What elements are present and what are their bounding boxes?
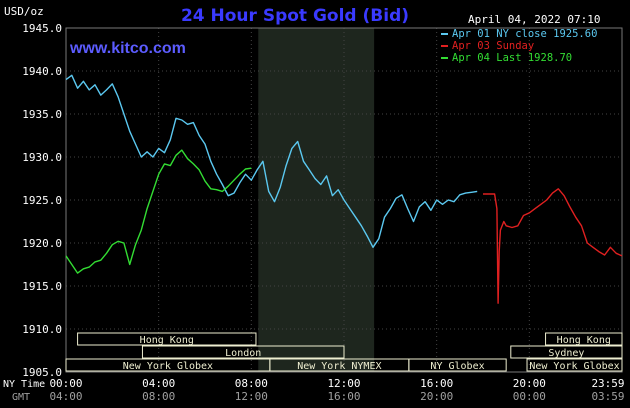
x-tick-ny: 12:00 <box>327 377 360 390</box>
x-tick-ny: 04:00 <box>142 377 175 390</box>
timestamp: April 04, 2022 07:10 <box>468 13 600 26</box>
chart-title: 24 Hour Spot Gold (Bid) <box>181 6 409 26</box>
session-label: London <box>225 348 261 359</box>
x-tick-ny: 08:00 <box>235 377 268 390</box>
session-bars: Hong Kong Hong Kong London Sydney New York G… <box>65 332 623 372</box>
y-tick-label: 1910.0 <box>22 323 62 336</box>
session-label: New York NYMEX <box>297 361 381 372</box>
session-bar <box>510 345 623 359</box>
x-tick-gmt: 16:00 <box>327 390 360 403</box>
x-tick-ny: 20:00 <box>513 377 546 390</box>
session-bar <box>545 332 623 346</box>
session-bar <box>526 358 623 372</box>
series-line-0 <box>65 74 478 249</box>
y-tick-label: 1945.0 <box>22 22 62 35</box>
session-label: NY Globex <box>430 361 484 372</box>
y-tick-label: 1920.0 <box>22 237 62 250</box>
y-axis-ticks: 1945.0 1940.0 1935.0 1930.0 1925.0 1920.0 1915… <box>22 22 62 379</box>
website-label: www.kitco.com <box>69 40 186 57</box>
session-label: Hong Kong <box>557 335 611 346</box>
x-tick-gmt: 20:00 <box>420 390 453 403</box>
session-label: Hong Kong <box>140 335 194 346</box>
x-tick-gmt: 00:00 <box>513 390 546 403</box>
y-tick-label: 1905.0 <box>22 366 62 379</box>
legend-label: Apr 03 Sunday <box>452 40 534 52</box>
session-label: New York Globex <box>529 361 619 372</box>
series-line-1 <box>483 188 623 304</box>
plot-border <box>65 27 623 373</box>
session-label: New York Globex <box>123 361 213 372</box>
units-label: USD/oz <box>4 5 44 18</box>
session-label: Sydney <box>548 348 584 359</box>
x-label-ny: NY Time <box>3 379 45 390</box>
session-bar <box>408 358 507 372</box>
y-tick-label: 1925.0 <box>22 194 62 207</box>
legend-label: Apr 01 NY close 1925.60 <box>452 28 597 40</box>
x-axis: NY Time GMT 00:0004:0004:0008:0008:0012:… <box>3 377 625 403</box>
y-tick-label: 1915.0 <box>22 280 62 293</box>
session-bar <box>141 345 345 359</box>
y-tick-label: 1935.0 <box>22 108 62 121</box>
series-line-2 <box>65 149 252 274</box>
x-label-gmt: GMT <box>12 392 30 403</box>
x-tick-gmt: 12:00 <box>235 390 268 403</box>
legend-label: Apr 04 Last 1928.70 <box>452 52 572 64</box>
x-tick-ny: 23:59 <box>591 377 624 390</box>
x-tick-gmt: 03:59 <box>591 390 624 403</box>
x-tick-ny: 16:00 <box>420 377 453 390</box>
x-tick-ny: 00:00 <box>49 377 82 390</box>
session-bar <box>77 332 257 346</box>
y-tick-label: 1940.0 <box>22 65 62 78</box>
series-lines <box>65 74 623 304</box>
x-tick-gmt: 04:00 <box>49 390 82 403</box>
x-tick-gmt: 08:00 <box>142 390 175 403</box>
y-tick-label: 1930.0 <box>22 151 62 164</box>
